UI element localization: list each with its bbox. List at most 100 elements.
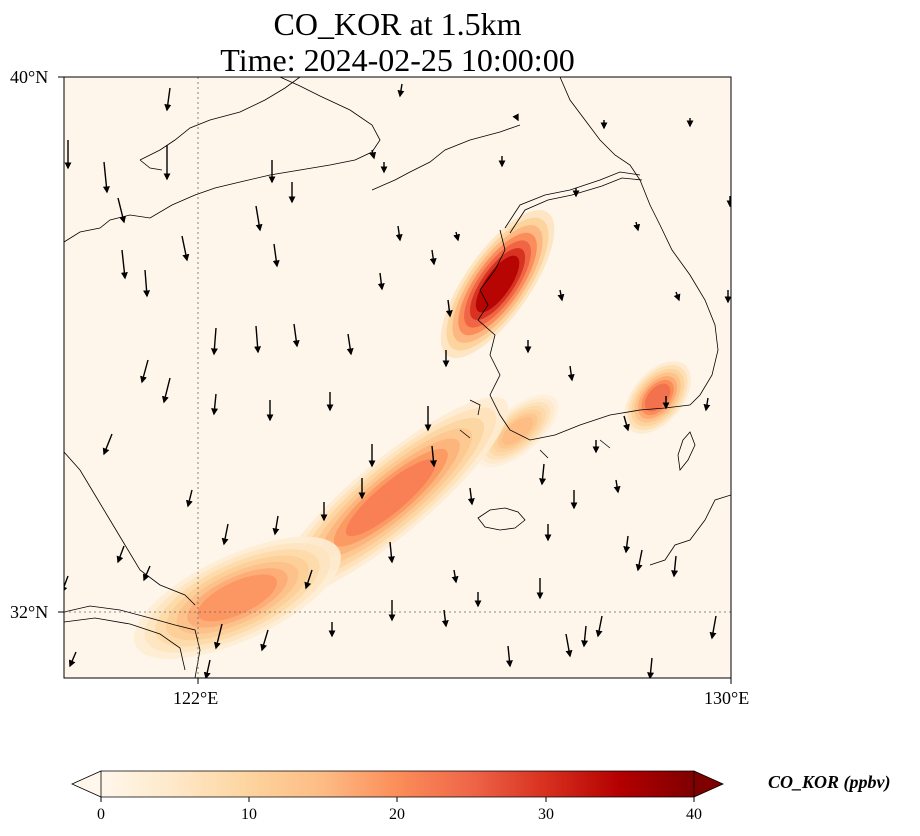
wind-vector-arrow	[703, 397, 711, 412]
korea-south-islands	[459, 399, 611, 459]
wind-vector-arrow	[505, 645, 513, 668]
coastlines	[64, 77, 731, 678]
gridlines	[64, 77, 731, 678]
wind-vector-arrow	[161, 377, 171, 404]
colorbar-extend-max	[693, 770, 724, 798]
wind-vector-arrow	[567, 365, 575, 382]
korea-border-2	[509, 177, 643, 234]
wind-vector-arrow	[140, 359, 149, 384]
wind-vector-arrow	[369, 149, 377, 160]
yangtze-estuary-2	[64, 617, 186, 671]
map-title-line2: Time: 2024-02-25 10:00:00	[220, 42, 575, 78]
wind-vectors	[64, 83, 731, 678]
wind-vector-arrow	[445, 299, 453, 318]
wind-vector-arrow	[429, 445, 437, 468]
wind-vector-arrow	[635, 549, 643, 572]
wind-vector-arrow	[213, 623, 223, 650]
colorbar-tick-label: 30	[538, 806, 554, 823]
wind-vector-arrow	[512, 113, 519, 122]
wind-vector-arrow	[441, 609, 449, 628]
wind-vector-arrow	[304, 569, 313, 590]
wind-vector-arrow	[117, 197, 127, 224]
wind-vector-arrow	[164, 87, 172, 112]
co-plume	[475, 255, 520, 313]
tsushima	[677, 431, 696, 471]
kyushu-coast	[649, 494, 731, 566]
wind-vector-arrow	[387, 541, 395, 564]
wind-vector-arrow	[221, 523, 229, 546]
wind-vector-arrow	[346, 333, 354, 356]
wind-vector-arrow	[647, 657, 655, 678]
wind-vector-arrow	[272, 515, 280, 536]
lat-tick-label: 40°N	[10, 67, 49, 87]
wind-vector-arrow	[623, 415, 630, 432]
yangtze-estuary	[64, 605, 201, 678]
wind-vector-arrow	[709, 615, 717, 640]
map-title-line1: CO_KOR at 1.5km	[273, 6, 522, 42]
lon-tick-label: 130°E	[704, 688, 750, 708]
wind-vector-arrow	[210, 327, 218, 356]
korea-border	[504, 171, 641, 229]
wind-vector-arrow	[211, 393, 219, 416]
wind-vector-arrow	[633, 221, 641, 232]
wind-vector-arrow	[581, 625, 589, 648]
wind-vector-arrow	[272, 243, 280, 268]
korea-west-coast	[477, 229, 691, 441]
wind-vector-arrow	[429, 249, 437, 266]
wind-vector-arrow	[565, 633, 573, 658]
wind-vector-arrow	[116, 545, 125, 564]
liaodong-coast	[371, 124, 521, 191]
colorbar-tick-label: 40	[686, 806, 702, 823]
jeju-island	[477, 507, 526, 531]
colorbar-extend-min	[71, 770, 102, 798]
korea-east-coast	[639, 179, 719, 406]
wind-vector-arrow	[539, 463, 547, 486]
wind-vector-arrow	[185, 489, 193, 508]
lat-tick-label: 32°N	[10, 602, 49, 622]
wind-vector-arrow	[671, 555, 679, 578]
bohai-coast	[139, 77, 301, 161]
wind-vector-arrow	[377, 272, 385, 291]
wind-vector-arrow	[254, 325, 262, 354]
wind-vector-arrow	[260, 629, 269, 652]
wind-vector-arrow	[613, 479, 621, 494]
lon-tick-label: 122°E	[173, 688, 219, 708]
colorbar-tick-label: 0	[97, 806, 105, 823]
wind-vector-arrow	[64, 575, 69, 594]
colorbar-tick-label: 10	[241, 806, 257, 823]
wind-vector-arrow	[395, 225, 403, 242]
map-frame	[63, 76, 732, 679]
wind-vector-arrow	[142, 565, 151, 582]
colorbar-gradient	[101, 771, 694, 797]
shandong-north	[139, 159, 163, 171]
colorbar	[71, 770, 724, 802]
wind-vector-arrow	[68, 651, 77, 668]
wind-vector-arrow	[673, 291, 681, 302]
wind-vector-arrow	[397, 83, 405, 98]
wind-vector-arrow	[451, 569, 459, 584]
co-plume	[197, 574, 278, 622]
wind-vector-arrow	[467, 487, 475, 506]
co-plume	[501, 416, 534, 445]
nk-north-coast	[559, 77, 641, 181]
wind-vector-arrow	[623, 535, 631, 554]
co-plume	[345, 459, 436, 537]
colorbar-title: CO_KOR (ppbv)	[768, 772, 891, 792]
wind-vector-arrow	[102, 161, 110, 194]
china-coastline	[64, 77, 381, 243]
wind-vector-arrow	[102, 433, 113, 456]
map-background	[64, 77, 731, 678]
wind-vector-arrow	[595, 615, 603, 638]
wind-vector-arrow	[255, 205, 263, 232]
wind-vector-arrow	[557, 289, 565, 302]
wind-vector-arrow	[120, 249, 128, 280]
wind-vector-arrow	[143, 269, 151, 298]
jiangsu-coast	[64, 451, 196, 606]
wind-vector-arrow	[453, 231, 461, 242]
colorbar-tick-label: 20	[389, 806, 405, 823]
axis-ticks	[58, 76, 732, 684]
wind-vector-arrow	[203, 659, 211, 678]
wind-vector-arrow	[292, 323, 300, 348]
wind-vector-arrow	[181, 235, 190, 262]
